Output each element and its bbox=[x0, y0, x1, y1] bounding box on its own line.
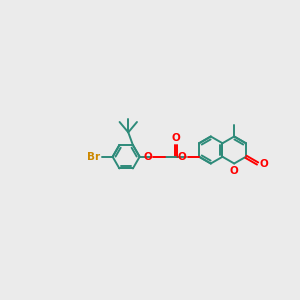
Text: O: O bbox=[260, 158, 268, 169]
Text: Br: Br bbox=[87, 152, 101, 162]
Text: O: O bbox=[178, 152, 186, 162]
Text: O: O bbox=[172, 133, 181, 143]
Text: O: O bbox=[230, 166, 239, 176]
Text: O: O bbox=[143, 152, 152, 162]
